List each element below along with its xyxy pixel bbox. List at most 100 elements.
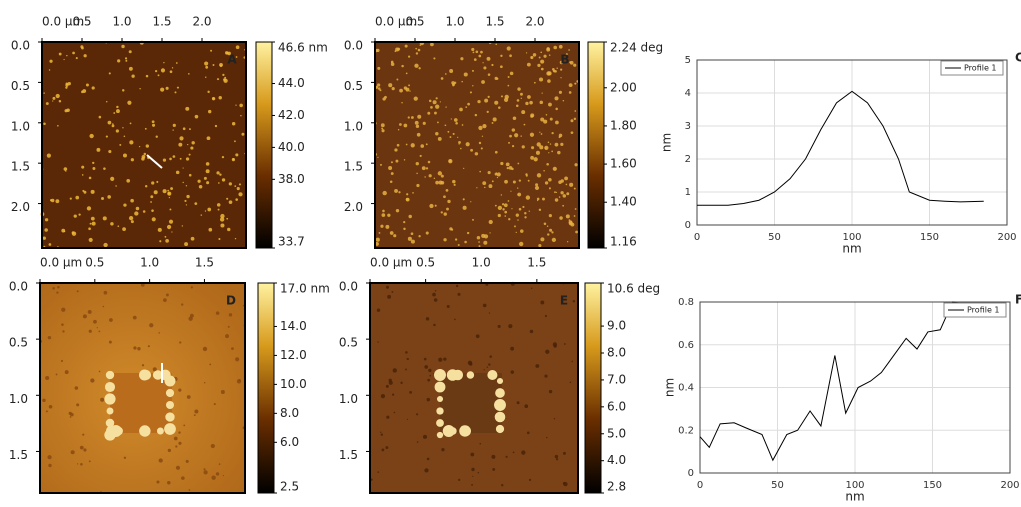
- texture-dot: [488, 312, 491, 314]
- texture-dot: [130, 198, 134, 203]
- y-tick-label: 0: [688, 468, 694, 479]
- texture-dot: [475, 334, 480, 339]
- texture-dot: [488, 184, 493, 189]
- texture-dot: [484, 186, 486, 189]
- texture-dot: [539, 145, 544, 150]
- texture-dot: [231, 121, 236, 126]
- texture-dot: [540, 237, 545, 242]
- texture-dot: [538, 244, 542, 248]
- texture-dot: [89, 222, 92, 225]
- texture-dot: [122, 89, 125, 92]
- colorbar-label: 17.0 nm: [280, 282, 330, 296]
- texture-dot: [483, 240, 488, 245]
- hole-rim: [436, 395, 444, 403]
- hole-rim: [436, 407, 444, 415]
- texture-dot: [427, 111, 431, 115]
- texture-dot: [92, 167, 96, 170]
- texture-dot: [409, 390, 413, 394]
- x-tick-label: 200: [997, 232, 1016, 243]
- texture-dot: [110, 176, 115, 181]
- texture-dot: [525, 101, 529, 106]
- texture-dot: [546, 71, 551, 76]
- texture-dot: [435, 104, 440, 109]
- texture-dot: [447, 199, 451, 204]
- texture-dot: [380, 123, 385, 128]
- texture-dot: [112, 123, 114, 125]
- texture-dot: [554, 70, 557, 73]
- texture-dot: [88, 176, 92, 180]
- texture-dot: [424, 365, 429, 369]
- texture-dot: [551, 150, 553, 153]
- colorbar-label: 2.8: [607, 480, 626, 494]
- texture-dot: [194, 114, 199, 119]
- texture-dot: [83, 54, 87, 58]
- x-tick-label: 100: [845, 480, 864, 491]
- image-frame: [369, 282, 579, 494]
- texture-dot: [169, 208, 172, 211]
- y-tick-label: 2.0: [344, 200, 363, 214]
- texture-dot: [511, 144, 515, 148]
- texture-dot: [206, 136, 211, 141]
- texture-dot: [535, 183, 539, 187]
- texture-dot: [478, 125, 483, 131]
- texture-dot: [172, 155, 176, 158]
- texture-dot: [137, 347, 141, 351]
- texture-dot: [407, 55, 411, 58]
- x-axis-label: nm: [842, 242, 861, 256]
- texture-dot: [400, 381, 403, 385]
- texture-dot: [545, 114, 548, 116]
- hole-rim: [141, 370, 152, 380]
- x-tick-label: 0.5: [416, 256, 435, 270]
- texture-dot: [486, 366, 489, 368]
- texture-dot: [528, 210, 531, 212]
- texture-dot: [496, 172, 501, 177]
- texture-dot: [169, 70, 173, 74]
- texture-dot: [574, 208, 577, 210]
- texture-dot: [539, 131, 541, 133]
- texture-dot: [390, 60, 394, 64]
- texture-dot: [453, 183, 456, 186]
- colorbar: [255, 41, 273, 249]
- texture-dot: [393, 234, 397, 238]
- texture-dot: [204, 61, 209, 66]
- texture-dot: [530, 56, 533, 59]
- texture-dot: [80, 462, 83, 466]
- texture-dot: [393, 411, 396, 414]
- texture-dot: [492, 117, 497, 122]
- texture-dot: [64, 370, 69, 375]
- texture-dot: [417, 48, 421, 52]
- texture-dot: [381, 213, 386, 217]
- texture-dot: [391, 393, 395, 396]
- texture-dot: [447, 130, 450, 133]
- texture-dot: [193, 414, 196, 417]
- texture-dot: [133, 346, 137, 350]
- texture-dot: [521, 450, 526, 455]
- texture-dot: [444, 73, 447, 75]
- texture-dot: [532, 53, 537, 57]
- texture-dot: [558, 44, 563, 49]
- texture-dot: [572, 300, 576, 303]
- texture-dot: [547, 141, 550, 144]
- texture-dot: [188, 173, 192, 177]
- texture-dot: [167, 189, 170, 192]
- texture-dot: [219, 217, 225, 222]
- texture-dot: [226, 197, 229, 200]
- texture-dot: [98, 370, 101, 373]
- texture-dot: [224, 76, 227, 79]
- texture-dot: [186, 194, 190, 199]
- texture-dot: [562, 481, 566, 485]
- colorbar-label: 8.0: [607, 346, 626, 360]
- texture-dot: [57, 124, 59, 127]
- afm-image: [40, 40, 247, 249]
- texture-dot: [155, 70, 158, 73]
- texture-dot: [410, 143, 415, 148]
- profile-marker: [146, 154, 163, 169]
- texture-dot: [182, 181, 184, 184]
- texture-dot: [509, 134, 512, 138]
- texture-dot: [55, 199, 60, 204]
- texture-dot: [471, 69, 474, 72]
- texture-dot: [515, 213, 519, 217]
- texture-dot: [375, 237, 380, 242]
- texture-dot: [527, 179, 530, 182]
- texture-dot: [85, 83, 89, 87]
